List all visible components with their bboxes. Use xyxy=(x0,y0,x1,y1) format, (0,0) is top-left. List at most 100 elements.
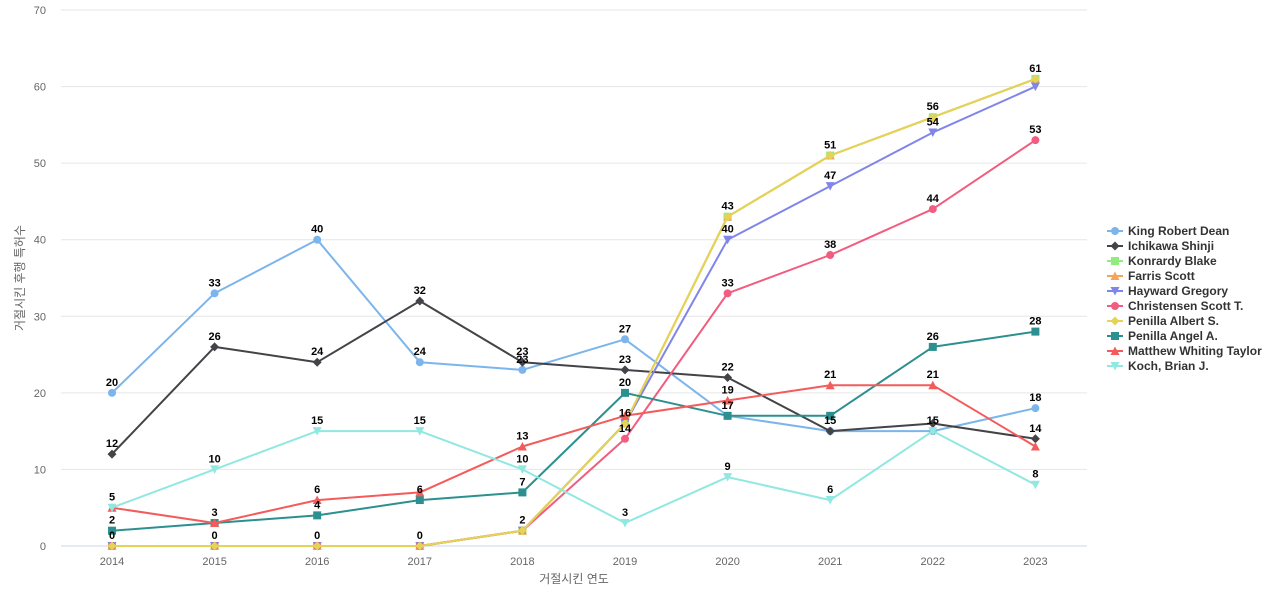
data-point xyxy=(1031,327,1040,336)
data-point xyxy=(1030,82,1040,92)
data-point xyxy=(928,342,937,351)
legend-item[interactable]: Penilla Angel A. xyxy=(1107,329,1218,343)
legend-symbol xyxy=(1110,241,1120,251)
data-point xyxy=(621,388,629,397)
x-axis-ticks: 2014 2015 2016 2017 2018 2019 2020 2021 2022 2023 xyxy=(100,556,1048,568)
legend-symbol xyxy=(1110,346,1120,355)
x-tick-label: 2018 xyxy=(510,556,534,568)
data-label: 23 xyxy=(516,354,528,366)
data-label: 43 xyxy=(721,201,733,213)
data-point xyxy=(210,289,219,298)
y-tick-label: 0 xyxy=(40,541,46,553)
data-label: 3 xyxy=(212,507,218,519)
legend-symbol xyxy=(1111,257,1119,265)
legend-item[interactable]: Konrardy Blake xyxy=(1107,254,1217,268)
legend-item[interactable]: Matthew Whiting Taylor xyxy=(1107,344,1262,358)
data-label: 15 xyxy=(824,415,836,427)
data-point xyxy=(210,541,220,551)
data-point xyxy=(723,473,733,482)
data-point xyxy=(415,487,425,497)
data-label: 26 xyxy=(927,331,939,343)
data-label: 61 xyxy=(1029,63,1041,75)
data-point xyxy=(928,380,938,390)
series-0 xyxy=(108,235,1040,436)
data-point xyxy=(415,296,425,306)
data-point xyxy=(518,488,527,497)
data-label: 21 xyxy=(927,369,939,381)
data-label: 17 xyxy=(721,400,733,412)
data-point xyxy=(1030,480,1040,490)
x-tick-label: 2019 xyxy=(613,556,637,568)
legend-item[interactable]: Farris Scott xyxy=(1107,269,1195,283)
series-6 xyxy=(107,74,1040,551)
data-point xyxy=(620,418,630,428)
data-label: 33 xyxy=(721,277,733,289)
data-label: 47 xyxy=(824,170,836,182)
data-label: 20 xyxy=(619,377,631,389)
legend-label: Christensen Scott T. xyxy=(1128,299,1243,313)
data-label: 0 xyxy=(417,530,423,542)
series-line xyxy=(111,430,1036,524)
y-tick-label: 60 xyxy=(34,82,46,94)
data-point xyxy=(415,496,424,505)
data-label: 14 xyxy=(1029,423,1042,435)
data-point xyxy=(723,396,733,405)
legend-label: King Robert Dean xyxy=(1128,224,1229,238)
data-label: 4 xyxy=(314,499,321,511)
series-2 xyxy=(108,74,1040,550)
data-label: 53 xyxy=(1029,124,1041,136)
data-point xyxy=(517,465,527,474)
data-label: 8 xyxy=(1032,469,1038,481)
x-tick-label: 2020 xyxy=(715,556,739,568)
data-label: 9 xyxy=(725,461,731,473)
legend-symbol xyxy=(1110,362,1120,371)
legend-item[interactable]: Hayward Gregory xyxy=(1107,284,1228,298)
data-label: 21 xyxy=(824,369,836,381)
data-label: 14 xyxy=(619,423,632,435)
data-label: 2 xyxy=(109,515,115,527)
series-line xyxy=(112,139,1036,547)
data-point xyxy=(312,541,322,551)
data-point xyxy=(415,427,425,436)
data-label: 24 xyxy=(311,346,324,358)
data-label: 10 xyxy=(516,453,528,465)
legend-item[interactable]: Koch, Brian J. xyxy=(1107,359,1209,373)
x-tick-label: 2015 xyxy=(202,556,226,568)
data-point xyxy=(826,411,835,420)
data-point xyxy=(312,495,322,505)
data-label: 10 xyxy=(208,453,220,465)
series-layer xyxy=(107,74,1040,551)
data-label: 0 xyxy=(314,530,320,542)
data-point xyxy=(107,503,117,513)
data-label: 22 xyxy=(721,362,733,374)
legend-label: Penilla Albert S. xyxy=(1128,314,1219,328)
legend-item[interactable]: Ichikawa Shinji xyxy=(1107,239,1214,253)
legend-item[interactable]: Christensen Scott T. xyxy=(1107,299,1243,313)
legend-item[interactable]: King Robert Dean xyxy=(1107,224,1229,238)
legend-item[interactable]: Penilla Albert S. xyxy=(1107,314,1219,328)
x-tick-label: 2022 xyxy=(921,556,945,568)
data-label: 18 xyxy=(1029,392,1041,404)
y-tick-label: 10 xyxy=(34,464,46,476)
data-label: 13 xyxy=(516,430,528,442)
data-point xyxy=(825,380,835,390)
y-tick-label: 40 xyxy=(34,235,46,247)
data-point xyxy=(517,441,527,451)
data-point xyxy=(826,251,835,260)
series-1 xyxy=(107,296,1040,459)
y-tick-label: 30 xyxy=(34,311,46,323)
data-point xyxy=(312,357,322,367)
x-tick-label: 2016 xyxy=(305,556,329,568)
x-tick-label: 2017 xyxy=(408,556,432,568)
data-label: 6 xyxy=(314,484,320,496)
series-line xyxy=(111,330,1036,532)
series-3 xyxy=(107,74,1040,550)
data-point xyxy=(210,465,220,474)
data-point xyxy=(313,511,322,520)
legend-label: Farris Scott xyxy=(1128,269,1195,283)
series-line xyxy=(112,77,1036,547)
data-point xyxy=(620,365,630,375)
data-label: 23 xyxy=(619,354,631,366)
